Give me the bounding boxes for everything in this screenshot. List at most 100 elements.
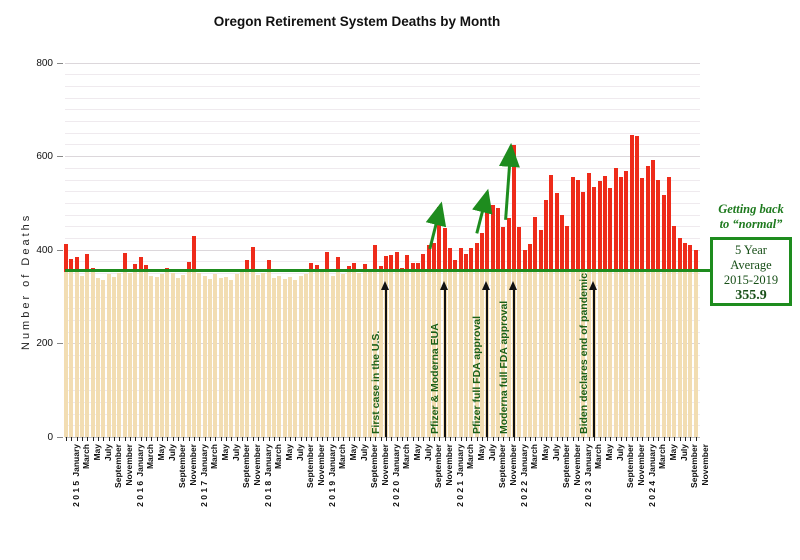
- bar-below-avg: [245, 270, 250, 437]
- y-tick-label: 600: [36, 151, 53, 163]
- x-axis-tick: [535, 437, 537, 441]
- x-axis-tick: [71, 437, 73, 441]
- x-axis-tick: [578, 437, 580, 441]
- x-axis-tick: [626, 437, 628, 441]
- bar-above-avg: [666, 176, 671, 273]
- x-tick-label: July: [230, 444, 241, 462]
- bar-below-avg: [389, 270, 394, 437]
- bar-below-avg: [69, 270, 74, 437]
- x-axis-tick: [311, 437, 313, 441]
- bar-above-avg: [485, 193, 490, 273]
- avg-box-line-3: 2015-2019: [723, 272, 779, 287]
- bar-below-avg: [618, 270, 623, 437]
- x-tick-label: September: [689, 444, 700, 488]
- bar-above-avg: [432, 243, 437, 273]
- bar-below-avg: [586, 270, 591, 437]
- bar-above-avg: [634, 136, 639, 273]
- bar-below-avg: [80, 275, 84, 437]
- y-tick-mark: [57, 437, 63, 438]
- bar-above-avg: [512, 144, 517, 273]
- bar-above-avg: [672, 226, 677, 273]
- bar-above-avg: [538, 229, 543, 273]
- x-axis-tick: [162, 437, 164, 441]
- gridline-major: [65, 62, 700, 64]
- x-tick-label: November: [507, 444, 518, 486]
- bar-below-avg: [133, 270, 138, 437]
- x-axis-tick: [434, 437, 436, 441]
- bar-below-avg: [458, 270, 463, 437]
- bar-below-avg: [373, 270, 378, 437]
- x-tick-label: March: [145, 444, 156, 470]
- bar-below-avg: [170, 273, 175, 437]
- bar-above-avg: [688, 245, 693, 273]
- bar-below-avg: [400, 270, 405, 437]
- x-axis-tick: [226, 437, 228, 441]
- x-axis-tick: [567, 437, 569, 441]
- x-tick-label: September: [561, 444, 572, 488]
- x-tick-label: May: [475, 444, 486, 461]
- gridline-minor: [65, 238, 700, 240]
- x-axis-tick: [428, 437, 430, 441]
- bar-below-avg: [176, 277, 181, 437]
- bar-below-avg: [213, 274, 218, 437]
- bar-below-avg: [570, 270, 575, 437]
- bar-below-avg: [101, 279, 106, 437]
- bar-below-avg: [581, 270, 586, 437]
- x-axis-tick: [631, 437, 633, 441]
- bar-below-avg: [602, 270, 607, 437]
- x-axis-tick: [183, 437, 185, 441]
- x-axis-tick: [98, 437, 99, 441]
- annotation-label: First case in the U.S.: [370, 330, 383, 434]
- bar-below-avg: [608, 270, 613, 437]
- x-tick-label: July: [166, 444, 177, 462]
- chart-title: Oregon Retirement System Deaths by Month: [213, 14, 501, 29]
- x-axis-tick: [620, 437, 622, 441]
- bar-below-avg: [181, 275, 186, 437]
- x-tick-label: 2 0 1 6 January: [134, 444, 145, 507]
- bar-below-avg: [293, 279, 298, 437]
- bar-below-avg: [416, 270, 421, 437]
- x-axis-tick: [386, 437, 388, 441]
- x-axis-tick: [674, 437, 676, 441]
- bar-above-avg: [576, 179, 581, 273]
- x-axis-tick: [130, 437, 132, 441]
- x-tick-label: May: [91, 444, 102, 461]
- x-axis-tick: [284, 437, 286, 441]
- bar-above-avg: [85, 254, 90, 273]
- x-tick-label: March: [401, 444, 412, 470]
- x-axis-tick: [279, 437, 281, 441]
- gridline-minor: [65, 121, 700, 123]
- bar-below-avg: [320, 272, 325, 437]
- x-axis-tick: [231, 437, 233, 441]
- x-tick-label: July: [486, 444, 497, 462]
- x-axis-tick: [322, 437, 324, 441]
- bar-below-avg: [682, 270, 687, 437]
- bar-above-avg: [378, 265, 383, 273]
- x-tick-label: September: [241, 444, 252, 488]
- x-tick-label: 2 0 2 3 January: [582, 444, 593, 507]
- caption-line-2: to “normal”: [719, 217, 783, 231]
- x-axis-tick: [103, 437, 105, 441]
- x-axis-tick: [258, 437, 260, 441]
- x-tick-label: May: [411, 444, 422, 461]
- bar-above-avg: [474, 243, 479, 273]
- five-year-average-box: 5 Year Average 2015-2019 355.9: [710, 237, 792, 306]
- bar-above-avg: [144, 265, 149, 273]
- x-axis-tick: [540, 437, 542, 441]
- bar-above-avg: [490, 204, 495, 273]
- bar-below-avg: [661, 270, 666, 437]
- x-tick-label: July: [294, 444, 305, 462]
- x-axis-tick: [594, 437, 596, 441]
- x-axis-tick: [482, 437, 484, 441]
- bar-above-avg: [640, 178, 645, 273]
- x-axis-tick: [290, 437, 292, 441]
- bar-below-avg: [64, 270, 68, 437]
- bar-above-avg: [517, 226, 522, 273]
- bar-below-avg: [640, 270, 645, 437]
- bar-above-avg: [469, 248, 474, 273]
- bar-below-avg: [693, 270, 698, 437]
- x-tick-label: July: [614, 444, 625, 462]
- bar-below-avg: [549, 270, 554, 437]
- x-tick-label: May: [347, 444, 358, 461]
- x-tick-label: 2 0 1 7 January: [198, 444, 209, 507]
